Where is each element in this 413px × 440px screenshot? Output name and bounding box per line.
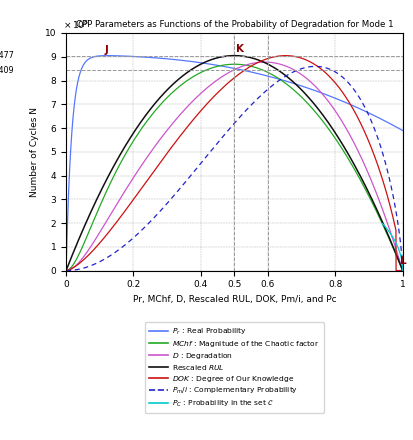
Text: L: L — [400, 257, 407, 266]
Text: K: K — [236, 44, 244, 54]
Text: 9.0477: 9.0477 — [0, 51, 14, 60]
Text: $\times\,10^8$: $\times\,10^8$ — [63, 18, 89, 31]
X-axis label: Pr, MChf, D, Rescaled RUL, DOK, Pm/i, and Pc: Pr, MChf, D, Rescaled RUL, DOK, Pm/i, an… — [133, 295, 336, 304]
Legend: $P_r$ : Real Probability, $MChf$ : Magnitude of the Chaotic factor, $D$ : Degrad: $P_r$ : Real Probability, $MChf$ : Magni… — [145, 322, 324, 413]
Text: 8.4409: 8.4409 — [0, 66, 14, 74]
Y-axis label: Number of Cycles N: Number of Cycles N — [30, 107, 39, 197]
Text: J: J — [104, 44, 108, 55]
Title: CPP Parameters as Functions of the Probability of Degradation for Mode 1: CPP Parameters as Functions of the Proba… — [76, 20, 393, 29]
